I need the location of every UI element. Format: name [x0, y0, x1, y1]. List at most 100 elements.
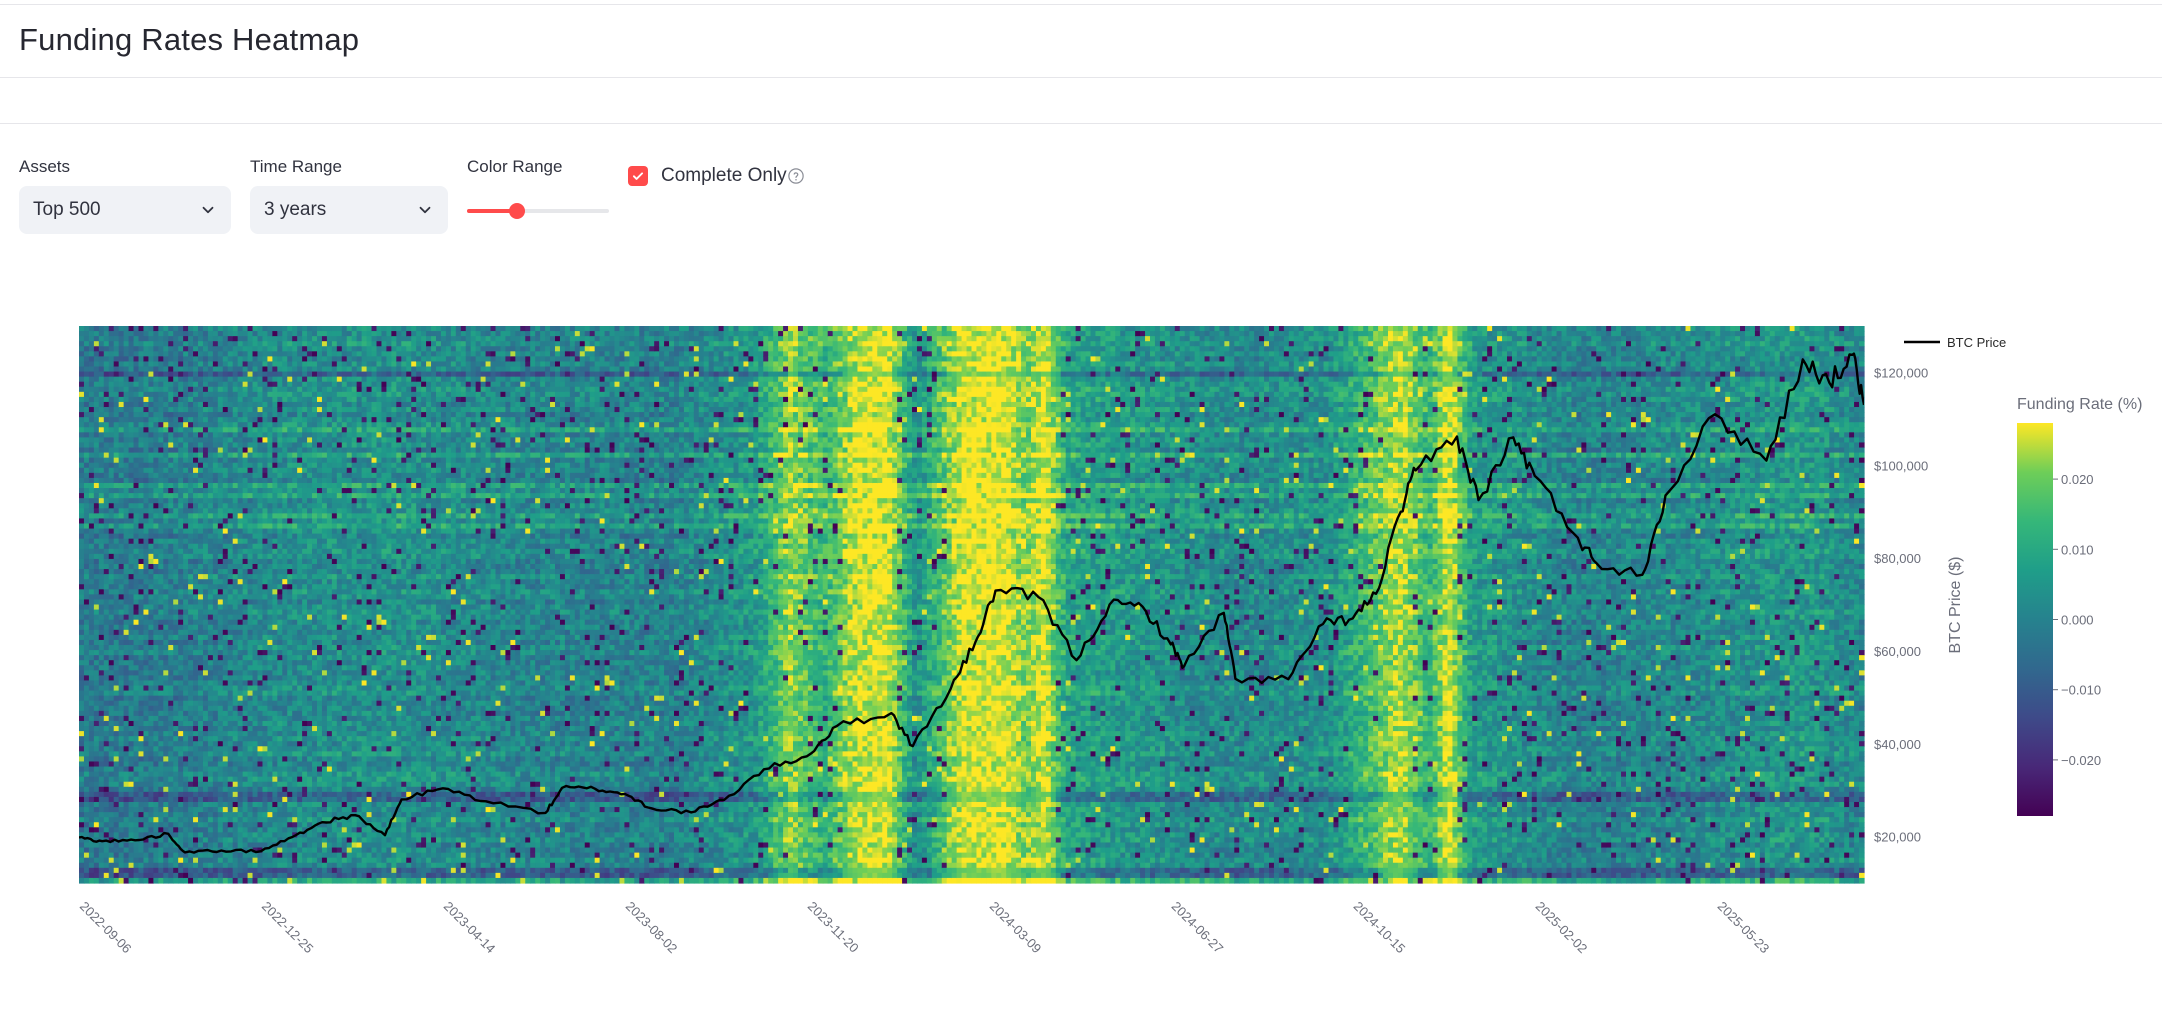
heatmap-cell: [218, 417, 224, 423]
assets-select[interactable]: Top 500: [19, 186, 231, 234]
heatmap-cell: [228, 741, 234, 747]
heatmap-cell: [124, 417, 130, 423]
heatmap-cell: [297, 503, 303, 509]
heatmap-cell: [89, 523, 95, 529]
heatmap-cell: [198, 787, 204, 793]
heatmap-cell: [203, 842, 209, 848]
heatmap-cell: [292, 336, 298, 342]
heatmap-cell: [292, 473, 298, 479]
heatmap-cell: [94, 529, 100, 535]
complete-only-checkbox[interactable]: [628, 166, 648, 186]
heatmap-cell: [143, 544, 149, 550]
heatmap-cell: [89, 691, 95, 697]
heatmap-cell: [297, 488, 303, 494]
heatmap-cell: [223, 453, 229, 459]
heatmap-cell: [89, 650, 95, 656]
heatmap-cell: [153, 488, 159, 494]
heatmap-cell: [84, 827, 90, 833]
heatmap-cell: [193, 635, 199, 641]
help-circle-icon[interactable]: [787, 167, 805, 185]
slider-thumb[interactable]: [509, 203, 525, 219]
heatmap-cell: [208, 726, 214, 732]
heatmap-cell: [84, 686, 90, 692]
heatmap-cell: [253, 372, 259, 378]
heatmap-cell: [84, 645, 90, 651]
heatmap-cell: [243, 513, 249, 519]
heatmap-cell: [79, 407, 85, 413]
heatmap-cell: [248, 853, 254, 859]
heatmap-cell: [124, 615, 130, 621]
heatmap-cell: [94, 827, 100, 833]
heatmap-cell: [109, 488, 115, 494]
heatmap-cell: [203, 605, 209, 611]
heatmap-cell: [228, 797, 234, 803]
heatmap-cell: [193, 701, 199, 707]
heatmap-cell: [173, 529, 179, 535]
heatmap-cell: [198, 777, 204, 783]
heatmap-cell: [104, 493, 110, 499]
heatmap-cell: [84, 534, 90, 540]
heatmap-cell: [213, 645, 219, 651]
heatmap-cell: [228, 448, 234, 454]
heatmap-cell: [233, 463, 239, 469]
heatmap-cell: [243, 523, 249, 529]
heatmap-cell: [262, 878, 268, 884]
heatmap-cell: [213, 422, 219, 428]
heatmap-cell: [272, 696, 278, 702]
heatmap-cell: [134, 483, 140, 489]
heatmap-cell: [178, 782, 184, 788]
heatmap-cell: [173, 372, 179, 378]
heatmap-cell: [109, 675, 115, 681]
heatmap-cell: [262, 377, 268, 383]
heatmap-cell: [233, 442, 239, 448]
complete-only-label[interactable]: Complete Only: [661, 165, 787, 187]
heatmap-cell: [213, 559, 219, 565]
heatmap-cell: [183, 372, 189, 378]
heatmap-cell: [104, 650, 110, 656]
heatmap-cell: [183, 660, 189, 666]
heatmap-cell: [94, 792, 100, 798]
heatmap-cell: [218, 620, 224, 626]
heatmap-cell: [292, 523, 298, 529]
color-range-slider[interactable]: [467, 209, 609, 213]
heatmap-cell: [104, 498, 110, 504]
heatmap-cell: [262, 539, 268, 545]
heatmap-cell: [173, 584, 179, 590]
heatmap-cell: [198, 529, 204, 535]
heatmap-cell: [124, 822, 130, 828]
heatmap-cell: [243, 812, 249, 818]
heatmap-cell: [243, 873, 249, 879]
heatmap-cell: [173, 564, 179, 570]
heatmap-cell: [228, 341, 234, 347]
heatmap-cell: [302, 453, 308, 459]
heatmap-cell: [79, 518, 85, 524]
heatmap-cell: [248, 377, 254, 383]
heatmap-cell: [134, 675, 140, 681]
heatmap-cell: [158, 706, 164, 712]
heatmap-cell: [267, 377, 273, 383]
heatmap-cell: [243, 473, 249, 479]
heatmap-cell: [198, 782, 204, 788]
heatmap-cell: [193, 868, 199, 874]
heatmap-cell: [282, 863, 288, 869]
heatmap-cell: [267, 782, 273, 788]
heatmap-cell: [258, 544, 264, 550]
heatmap-cell: [129, 534, 135, 540]
heatmap-cell: [277, 701, 283, 707]
heatmap-cell: [129, 498, 135, 504]
heatmap-cell: [139, 767, 145, 773]
heatmap-cell: [208, 792, 214, 798]
heatmap-cell: [163, 539, 169, 545]
heatmap-cell: [178, 772, 184, 778]
heatmap-cell: [119, 331, 125, 337]
heatmap-cell: [302, 432, 308, 438]
heatmap-cell: [148, 746, 154, 752]
heatmap-cell: [287, 432, 293, 438]
time-range-select[interactable]: 3 years: [250, 186, 448, 234]
heatmap-cell: [233, 853, 239, 859]
heatmap-cell: [183, 473, 189, 479]
heatmap-cell: [193, 665, 199, 671]
heatmap-cell: [243, 584, 249, 590]
heatmap-cell: [228, 635, 234, 641]
heatmap-cell: [114, 630, 120, 636]
